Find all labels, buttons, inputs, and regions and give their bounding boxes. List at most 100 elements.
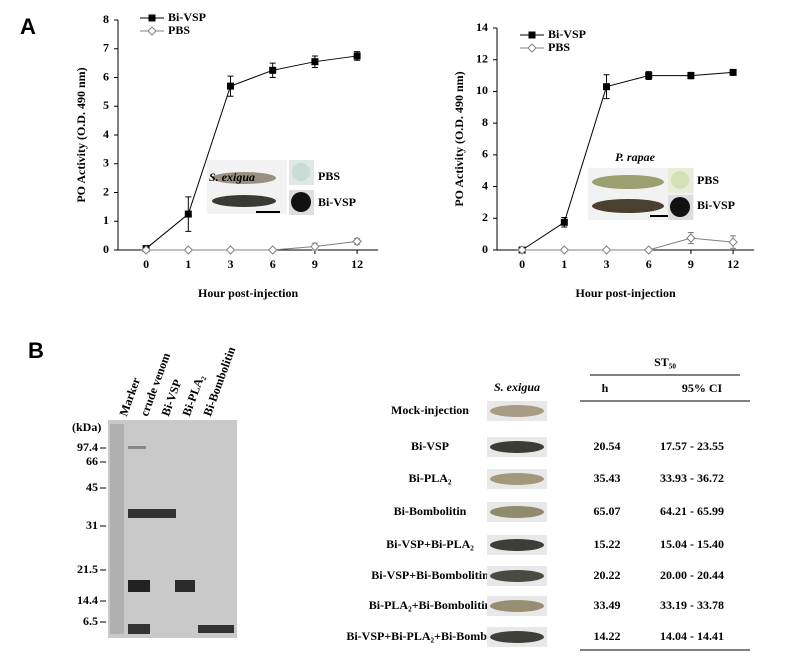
- cell: 65.07: [594, 504, 621, 518]
- cell: 17.57 - 23.55: [660, 439, 724, 453]
- data-point: [267, 245, 278, 255]
- y-tick-label: 4: [103, 127, 109, 141]
- series-line: [145, 55, 358, 249]
- row-label: Bi-PLA₂+Bi-Bombolitin: [369, 598, 492, 612]
- legend-label: Bi-VSP: [168, 10, 206, 24]
- y-tick-label: 6: [482, 147, 488, 161]
- x-tick-label: 12: [727, 257, 739, 271]
- marker-size: 31: [86, 518, 98, 532]
- series-line: [146, 240, 358, 251]
- larva-photo: [490, 473, 544, 485]
- larva-photo: [490, 539, 544, 551]
- marker-size: 45: [86, 480, 98, 494]
- data-point: [183, 245, 194, 255]
- x-tick-label: 0: [143, 257, 149, 271]
- marker-size: 66: [86, 454, 98, 468]
- cell: 33.19 - 33.78: [660, 598, 724, 612]
- marker-size: 14.4: [77, 593, 98, 607]
- row-label: Mock-injection: [391, 403, 469, 417]
- x-tick-label: 3: [604, 257, 610, 271]
- data-point: [148, 14, 156, 22]
- marker-size: 97.4: [77, 440, 98, 454]
- row-label: Bi-VSP+Bi-PLA₂: [386, 537, 474, 551]
- cell: 15.22: [594, 537, 621, 551]
- x-tick-label: 12: [351, 257, 363, 271]
- cell: 64.21 - 65.99: [660, 504, 724, 518]
- data-point: [559, 245, 570, 255]
- x-axis-label: Hour post-injection: [576, 286, 676, 300]
- legend-label: PBS: [168, 23, 190, 37]
- table-header: ST₅₀: [654, 355, 676, 369]
- row-label: Bi-VSP+Bi-PLA₂+Bi-Bombolitin: [346, 629, 514, 643]
- panel-label: A: [20, 14, 36, 39]
- x-tick-label: 1: [561, 257, 567, 271]
- data-point: [517, 245, 527, 255]
- y-axis-label: PO Activity (O.D. 490 nm): [452, 71, 466, 206]
- y-tick-label: 8: [482, 115, 488, 129]
- y-tick-label: 14: [476, 20, 488, 34]
- cell: 33.93 - 36.72: [660, 471, 724, 485]
- y-tick-label: 1: [103, 213, 109, 227]
- y-tick-label: 6: [103, 69, 109, 83]
- y-tick-label: 0: [482, 242, 488, 256]
- table-header: 95% CI: [682, 381, 723, 395]
- data-point: [601, 245, 612, 255]
- annotation: Bi-VSP: [697, 198, 735, 212]
- inset-photo: [207, 160, 314, 215]
- cell: 14.22: [594, 629, 621, 643]
- annotation: PBS: [318, 169, 340, 183]
- y-tick-label: 0: [103, 242, 109, 256]
- data-point: [728, 237, 738, 247]
- data-point: [687, 72, 695, 80]
- x-tick-label: 0: [519, 257, 525, 271]
- y-tick-label: 4: [482, 178, 488, 192]
- larva-photo: [490, 600, 544, 612]
- table-header: h: [602, 381, 609, 395]
- data-point: [147, 26, 157, 36]
- row-label: Bi-Bombolitin: [394, 504, 467, 518]
- x-tick-label: 3: [228, 257, 234, 271]
- cell: 20.00 - 20.44: [660, 568, 724, 582]
- data-point: [184, 210, 192, 218]
- legend-label: Bi-VSP: [548, 27, 586, 41]
- data-point: [729, 68, 737, 76]
- row-label: Bi-VSP: [411, 439, 449, 453]
- annotation: Bi-VSP: [318, 195, 356, 209]
- y-tick-label: 8: [103, 12, 109, 26]
- data-point: [311, 58, 319, 66]
- data-point: [310, 241, 320, 252]
- data-point: [686, 233, 696, 243]
- larva-photo: [490, 570, 544, 582]
- cell: 20.22: [594, 568, 621, 582]
- data-point: [645, 72, 653, 80]
- x-tick-label: 1: [185, 257, 191, 271]
- y-axis-label: PO Activity (O.D. 490 nm): [74, 67, 88, 202]
- x-tick-label: 9: [688, 257, 694, 271]
- data-point: [225, 245, 236, 255]
- x-tick-label: 6: [646, 257, 652, 271]
- table-header: S. exigua: [494, 380, 540, 394]
- annotation: P. rapae: [615, 150, 655, 164]
- lane-label: Bi-Bombolitin: [200, 345, 238, 418]
- data-point: [560, 218, 568, 226]
- gel-unit: (kDa): [72, 420, 101, 434]
- cell: 35.43: [594, 471, 621, 485]
- data-point: [269, 66, 277, 74]
- data-point: [527, 43, 537, 53]
- y-tick-label: 3: [103, 156, 109, 170]
- larva-photo: [490, 506, 544, 518]
- cell: 14.04 - 14.41: [660, 629, 724, 643]
- annotation: PBS: [697, 173, 719, 187]
- annotation: S. exigua: [209, 170, 255, 184]
- x-tick-label: 6: [270, 257, 276, 271]
- data-point: [227, 82, 234, 90]
- series-line: [522, 237, 734, 251]
- row-label: Bi-PLA₂: [409, 471, 452, 485]
- y-tick-label: 7: [103, 41, 109, 55]
- data-point: [141, 245, 151, 255]
- row-label: Bi-VSP+Bi-Bombolitin: [371, 568, 489, 582]
- larva-photo: [490, 441, 544, 453]
- x-tick-label: 9: [312, 257, 318, 271]
- data-point: [528, 31, 536, 39]
